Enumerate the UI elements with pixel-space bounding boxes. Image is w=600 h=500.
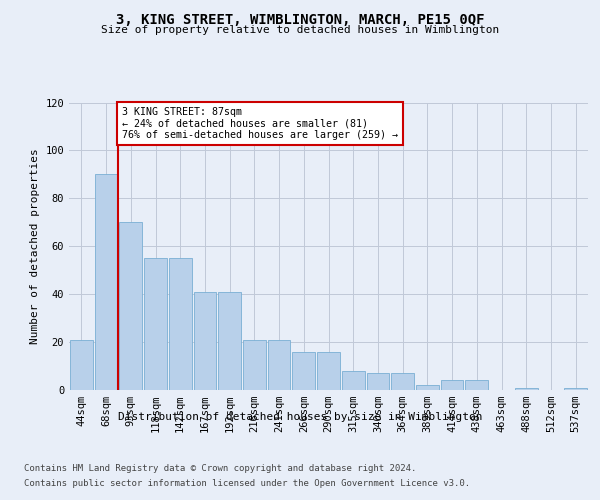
Text: 3, KING STREET, WIMBLINGTON, MARCH, PE15 0QF: 3, KING STREET, WIMBLINGTON, MARCH, PE15…	[116, 12, 484, 26]
Text: Distribution of detached houses by size in Wimblington: Distribution of detached houses by size …	[118, 412, 482, 422]
Bar	[243, 340, 266, 390]
Text: Contains HM Land Registry data © Crown copyright and database right 2024.: Contains HM Land Registry data © Crown c…	[24, 464, 416, 473]
Bar	[391, 373, 414, 390]
Bar	[194, 292, 216, 390]
Bar	[70, 340, 93, 390]
Bar	[268, 340, 290, 390]
Bar	[416, 385, 439, 390]
Bar	[317, 352, 340, 390]
Bar	[466, 380, 488, 390]
Text: 3 KING STREET: 87sqm
← 24% of detached houses are smaller (81)
76% of semi-detac: 3 KING STREET: 87sqm ← 24% of detached h…	[122, 108, 398, 140]
Bar	[119, 222, 142, 390]
Bar	[515, 388, 538, 390]
Text: Size of property relative to detached houses in Wimblington: Size of property relative to detached ho…	[101, 25, 499, 35]
Bar	[564, 388, 587, 390]
Y-axis label: Number of detached properties: Number of detached properties	[30, 148, 40, 344]
Text: Contains public sector information licensed under the Open Government Licence v3: Contains public sector information licen…	[24, 479, 470, 488]
Bar	[144, 258, 167, 390]
Bar	[367, 373, 389, 390]
Bar	[342, 371, 365, 390]
Bar	[292, 352, 315, 390]
Bar	[169, 258, 191, 390]
Bar	[441, 380, 463, 390]
Bar	[95, 174, 118, 390]
Bar	[218, 292, 241, 390]
